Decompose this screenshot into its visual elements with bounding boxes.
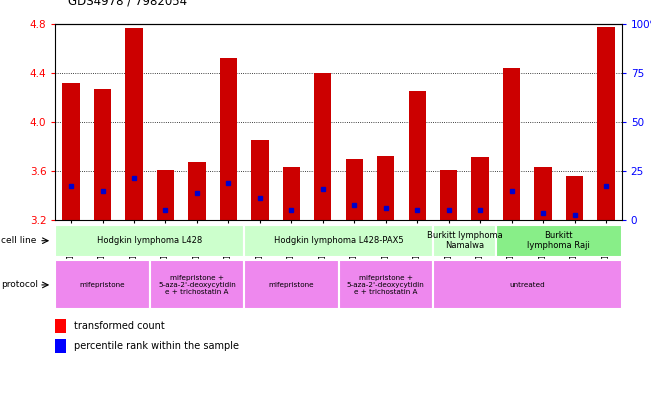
Bar: [251, 140, 268, 220]
Text: mifepristone +
5-aza-2'-deoxycytidin
e + trichostatin A: mifepristone + 5-aza-2'-deoxycytidin e +…: [347, 275, 424, 295]
Text: mifepristone +
5-aza-2'-deoxycytidin
e + trichostatin A: mifepristone + 5-aza-2'-deoxycytidin e +…: [158, 275, 236, 295]
Text: percentile rank within the sample: percentile rank within the sample: [74, 341, 239, 351]
Bar: [220, 58, 237, 220]
Bar: [55, 261, 150, 309]
Bar: [377, 156, 395, 220]
Text: Burkitt
lymphoma Raji: Burkitt lymphoma Raji: [527, 231, 590, 250]
Bar: [188, 162, 206, 220]
Text: mifepristone: mifepristone: [79, 282, 126, 288]
Bar: [283, 167, 300, 220]
Bar: [346, 159, 363, 220]
Text: transformed count: transformed count: [74, 321, 165, 331]
Bar: [55, 339, 66, 353]
Text: protocol: protocol: [1, 281, 38, 289]
Bar: [409, 91, 426, 220]
Bar: [433, 225, 496, 257]
Text: Burkitt lymphoma
Namalwa: Burkitt lymphoma Namalwa: [426, 231, 503, 250]
Bar: [339, 261, 433, 309]
Text: Hodgkin lymphoma L428-PAX5: Hodgkin lymphoma L428-PAX5: [273, 236, 404, 245]
Bar: [157, 170, 174, 220]
Bar: [440, 170, 457, 220]
Text: GDS4978 / 7982054: GDS4978 / 7982054: [68, 0, 187, 8]
Bar: [244, 225, 433, 257]
Bar: [62, 83, 79, 220]
Text: untreated: untreated: [510, 282, 545, 288]
Bar: [244, 261, 339, 309]
Text: mifepristone: mifepristone: [268, 282, 314, 288]
Bar: [433, 261, 622, 309]
Bar: [598, 27, 615, 220]
Bar: [55, 225, 244, 257]
Bar: [314, 73, 331, 220]
Bar: [55, 319, 66, 333]
Bar: [496, 225, 622, 257]
Text: Hodgkin lymphoma L428: Hodgkin lymphoma L428: [97, 236, 202, 245]
Bar: [534, 167, 551, 220]
Bar: [150, 261, 244, 309]
Bar: [126, 29, 143, 220]
Bar: [503, 68, 520, 220]
Bar: [94, 89, 111, 220]
Bar: [471, 158, 489, 220]
Text: cell line: cell line: [1, 236, 36, 245]
Bar: [566, 176, 583, 220]
